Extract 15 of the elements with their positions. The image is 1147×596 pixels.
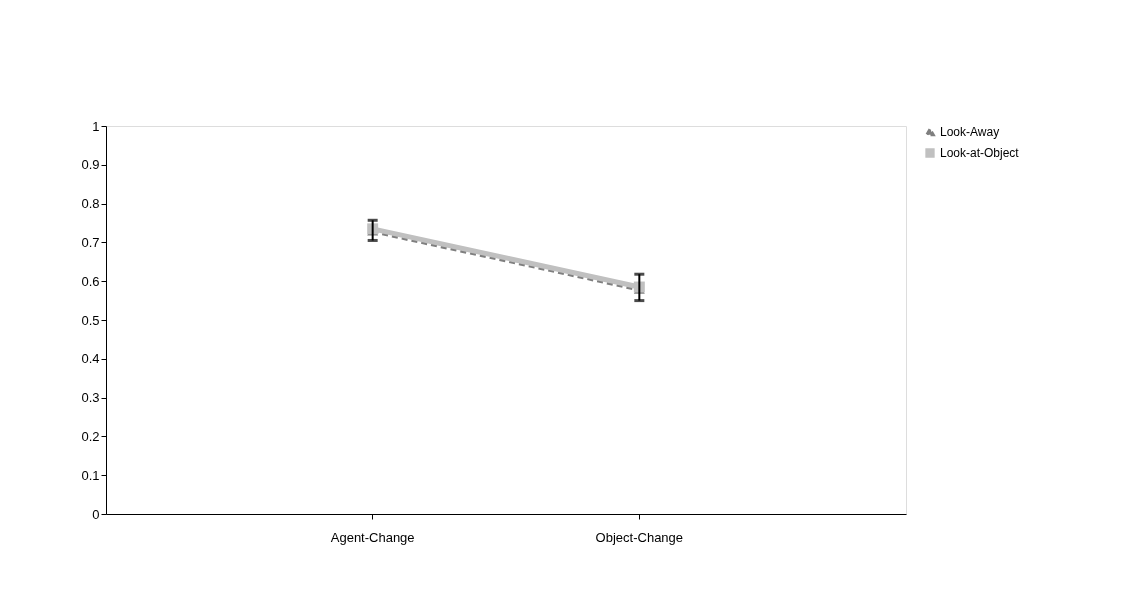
y-tick-label: 0.5 (81, 312, 100, 328)
y-tick-label: 0.9 (81, 157, 100, 173)
legend-label: Look-Away (940, 125, 1000, 139)
x-tick-label: Object-Change (595, 529, 684, 545)
y-tick-label: 0 (92, 506, 100, 522)
y-tick-label: 1 (92, 118, 100, 134)
y-tick-label: 0.2 (81, 428, 100, 444)
y-tick-label: 0.6 (81, 273, 100, 289)
x-tick-label: Agent-Change (330, 529, 415, 545)
legend-label: Look-at-Object (940, 146, 1020, 160)
y-tick-label: 0.7 (81, 234, 100, 250)
y-tick-label: 0.4 (81, 351, 100, 367)
y-tick-label: 0.1 (81, 467, 100, 483)
y-tick-label: 0.3 (81, 390, 100, 406)
y-tick-label: 0.8 (81, 196, 100, 212)
